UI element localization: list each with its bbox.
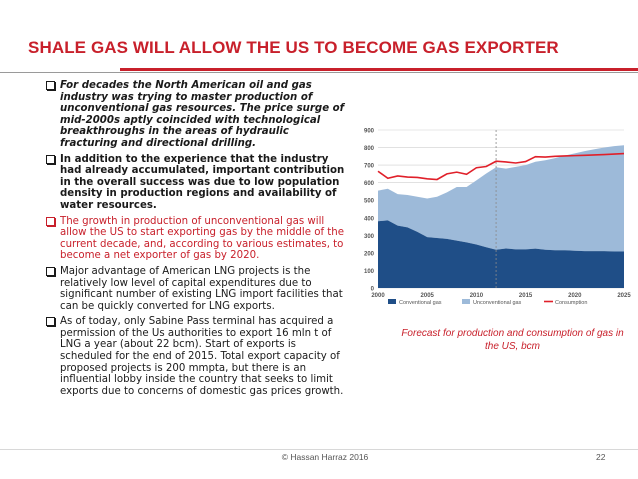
x-tick-label: 2025: [617, 293, 631, 299]
bullet-item: As of today, only Sabine Pass terminal h…: [46, 316, 346, 397]
x-tick-label: 2010: [470, 293, 484, 299]
y-tick-label: 300: [364, 234, 375, 240]
checkbox-bullet-icon: [46, 154, 55, 164]
y-tick-label: 800: [364, 146, 375, 152]
chart-caption: Forecast for production and consumption …: [401, 328, 624, 352]
legend-swatch: [462, 299, 470, 304]
slide-title: SHALE GAS WILL ALLOW THE US TO BECOME GA…: [28, 38, 559, 57]
footer-copyright: © Hassan Harraz 2016: [281, 452, 369, 462]
legend-label: Consumption: [555, 300, 587, 306]
page-number: 22: [596, 452, 606, 462]
gas-forecast-chart: 0 100 200 300 400 500 600 700 800 900 2000 2005 2010…: [364, 129, 631, 307]
y-tick-label: 500: [364, 199, 375, 205]
bullet-item: The growth in production of unconvention…: [46, 216, 346, 262]
checkbox-bullet-icon: [46, 266, 55, 276]
y-tick-label: 400: [364, 216, 375, 222]
bullet-text: In addition to the experience that the i…: [60, 153, 345, 211]
x-tick-label: 2005: [421, 293, 435, 299]
x-tick-label: 2020: [568, 293, 582, 299]
footer-divider: [0, 449, 638, 450]
y-tick-label: 0: [371, 287, 375, 293]
bullet-text: The growth in production of unconvention…: [60, 215, 344, 262]
checkbox-bullet-icon: [46, 317, 55, 327]
checkbox-bullet-icon: [46, 216, 55, 226]
legend-swatch: [388, 299, 396, 304]
bullet-text: As of today, only Sabine Pass terminal h…: [60, 316, 344, 397]
consumption-line: [377, 152, 625, 181]
y-tick-label: 600: [364, 181, 375, 187]
bullet-item: For decades the North American oil and g…: [46, 80, 346, 150]
checkbox-bullet-icon: [46, 81, 55, 90]
legend-label: Conventional gas: [399, 300, 442, 306]
legend-label: Unconventional gas: [473, 300, 522, 306]
unconventional-gas-area: [378, 145, 624, 252]
bullet-item: In addition to the experience that the i…: [46, 154, 346, 212]
title-divider: [0, 72, 638, 73]
bullet-text: For decades the North American oil and g…: [60, 80, 345, 149]
title-accent-bar: [120, 68, 638, 71]
bullet-text: Major advantage of American LNG projects…: [60, 265, 343, 312]
y-tick-label: 700: [364, 164, 375, 170]
y-tick-label: 200: [364, 251, 375, 257]
conventional-gas-area: [378, 220, 624, 288]
bullet-item: Major advantage of American LNG projects…: [46, 266, 346, 312]
bullet-list: For decades the North American oil and g…: [46, 80, 346, 401]
y-tick-label: 900: [364, 129, 375, 135]
y-tick-label: 100: [364, 269, 375, 275]
x-tick-label: 2015: [519, 293, 533, 299]
x-tick-label: 2000: [371, 293, 385, 299]
